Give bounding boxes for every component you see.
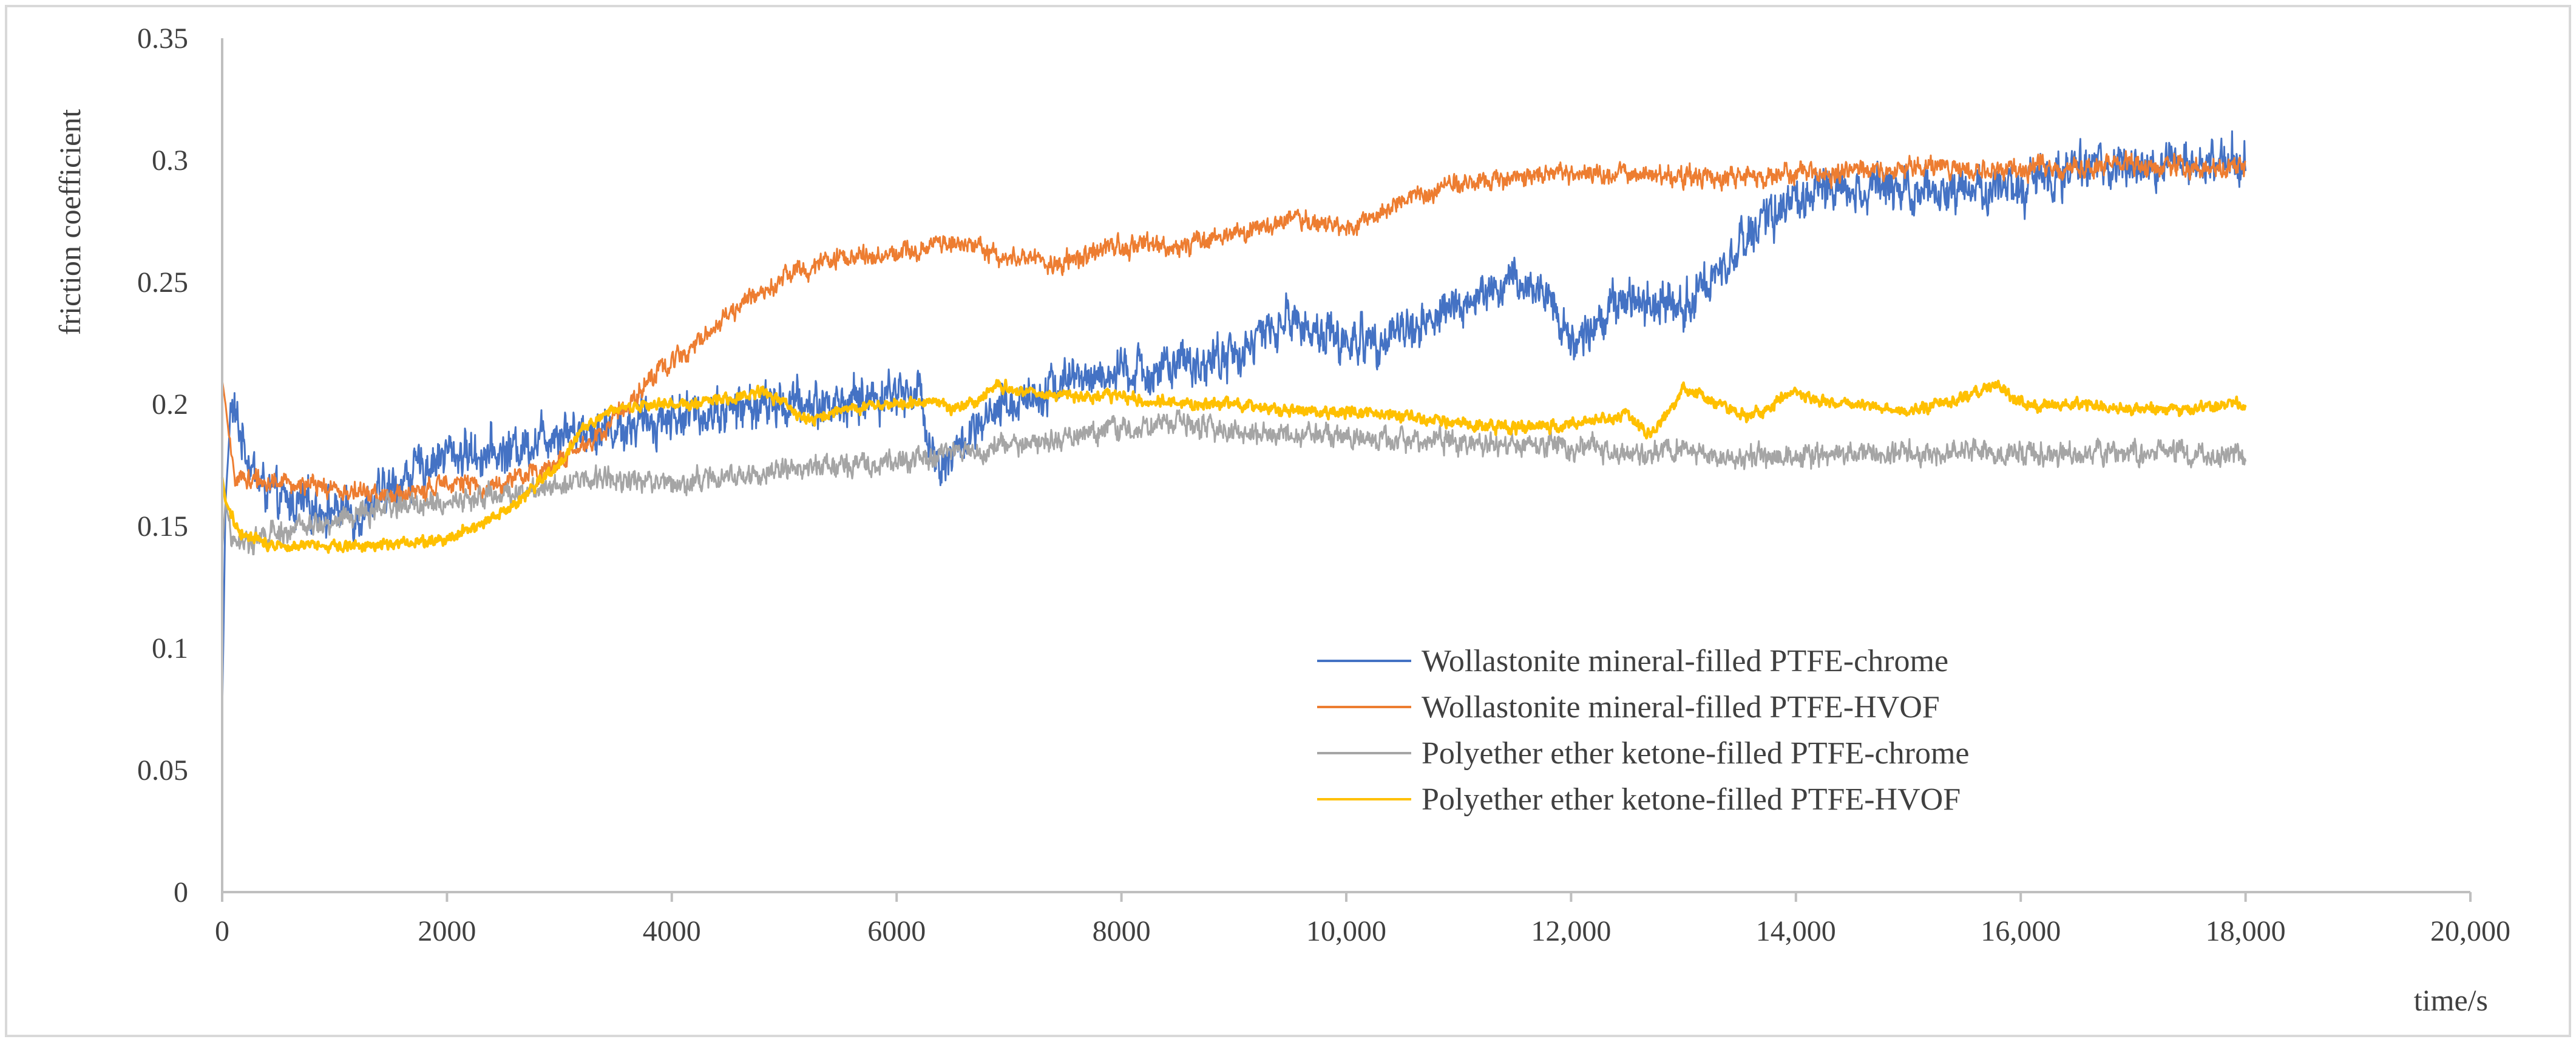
legend-label: Wollastonite mineral-filled PTFE-chrome	[1422, 644, 1948, 678]
x-tick-label: 6000	[867, 915, 926, 947]
legend-label: Polyether ether ketone-filled PTFE-HVOF	[1422, 782, 1961, 817]
y-tick-label: 0.05	[137, 754, 188, 787]
series-layer	[220, 130, 2247, 717]
x-tick-label: 8000	[1093, 915, 1151, 947]
series-line	[221, 130, 2247, 717]
legend: Wollastonite mineral-filled PTFE-chrome W…	[1317, 644, 1969, 817]
x-axis-title: time/s	[2414, 983, 2488, 1017]
y-tick-label: 0	[174, 876, 188, 908]
series-line	[220, 378, 2247, 554]
x-tick-label: 18,000	[2206, 915, 2286, 947]
y-tick-label: 0.25	[137, 266, 188, 299]
x-tick-label: 20,000	[2430, 915, 2510, 947]
y-tick-label: 0.35	[137, 22, 188, 55]
y-axis-ticks: 0 0.05 0.1 0.15 0.2 0.25 0.3 0.35	[137, 22, 188, 908]
legend-label: Polyether ether ketone-filled PTFE-chrom…	[1422, 736, 1969, 771]
x-tick-label: 10,000	[1306, 915, 1386, 947]
legend-label: Wollastonite mineral-filled PTFE-HVOF	[1422, 690, 1940, 725]
y-axis-title: friction coefficient	[53, 109, 87, 336]
x-tick-label: 2000	[418, 915, 476, 947]
y-tick-label: 0.1	[152, 632, 188, 665]
x-tick-label: 16,000	[1981, 915, 2061, 947]
y-tick-label: 0.2	[152, 388, 188, 421]
y-tick-label: 0.3	[152, 144, 188, 177]
x-tick-label: 4000	[643, 915, 701, 947]
x-tick-label: 0	[215, 915, 229, 947]
series-line	[221, 409, 2247, 555]
y-tick-label: 0.15	[137, 510, 188, 543]
x-tick-label: 12,000	[1531, 915, 1611, 947]
x-axis-ticks: 0 2000 4000 6000 8000 10,000 12,000 14,000 16,00…	[215, 892, 2510, 947]
x-tick-label: 14,000	[1756, 915, 1836, 947]
